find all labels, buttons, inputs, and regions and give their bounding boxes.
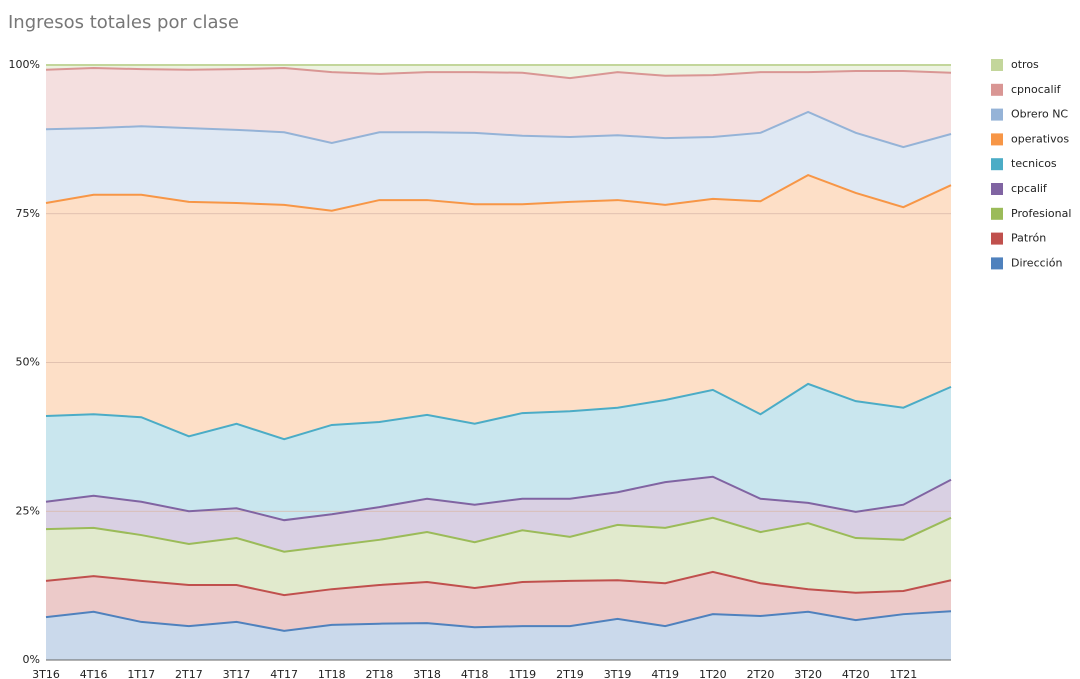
legend-swatch (991, 257, 1003, 270)
area-line (45, 173, 952, 212)
area-fill (46, 571, 951, 631)
area-fill (46, 67, 951, 148)
x-tick-label: 4T18 (461, 668, 489, 679)
x-tick-label: 2T17 (175, 668, 203, 679)
legend-swatch (991, 183, 1003, 195)
x-tick-label: 3T17 (223, 668, 251, 679)
area-line (45, 475, 952, 522)
x-tick-label: 3T16 (32, 668, 60, 679)
y-tick-label: 0% (23, 653, 40, 666)
y-tick-label: 25% (16, 504, 40, 517)
legend-label: otros (1011, 58, 1039, 71)
x-tick-label: 1T21 (890, 668, 918, 679)
legend-label: operativos (1011, 132, 1069, 145)
legend-swatch (991, 232, 1003, 245)
legend-label: cpnocalif (1011, 83, 1062, 96)
area-fill (46, 476, 951, 552)
x-tick-label: 3T19 (604, 668, 632, 679)
y-tick-label: 75% (16, 207, 40, 220)
area-fill (46, 611, 951, 660)
x-tick-label: 3T18 (413, 668, 441, 679)
legend-label: Dirección (1011, 256, 1062, 269)
chart-title: Ingresos totales por clase (8, 12, 239, 33)
x-tick-label: 1T19 (508, 668, 536, 679)
x-tick-label: 3T20 (794, 668, 822, 679)
legend-swatch (991, 133, 1003, 146)
area-line (45, 610, 952, 632)
area-line (45, 570, 952, 597)
y-tick-label: 100% (9, 58, 40, 71)
legend-swatch (991, 59, 1003, 71)
legend-swatch (991, 158, 1003, 171)
legend-label: Patrón (1011, 232, 1046, 245)
area-fill (46, 383, 951, 521)
x-tick-label: 4T16 (80, 668, 108, 679)
legend-label: Profesional (1011, 207, 1071, 220)
x-tick-label: 1T20 (699, 668, 727, 679)
y-tick-label: 50% (16, 356, 40, 369)
x-tick-label: 2T18 (366, 668, 394, 679)
legend-label: Obrero NC (1011, 108, 1068, 121)
legend-swatch (991, 207, 1003, 220)
area-line (45, 516, 952, 553)
area-fill (46, 517, 951, 596)
legend-label: tecnicos (1011, 157, 1057, 170)
x-tick-label: 1T17 (127, 668, 155, 679)
x-tick-label: 4T20 (842, 668, 870, 679)
area-line (45, 382, 952, 441)
x-tick-label: 2T19 (556, 668, 584, 679)
x-tick-label: 2T20 (747, 668, 775, 679)
area-fill (46, 175, 951, 440)
legend-swatch (991, 83, 1003, 96)
x-tick-label: 4T19 (651, 668, 679, 679)
area-line (45, 66, 952, 80)
legend-label: cpcalif (1011, 182, 1048, 195)
x-tick-label: 4T17 (270, 668, 298, 679)
legend-swatch (991, 108, 1003, 121)
x-tick-label: 1T18 (318, 668, 346, 679)
area-line (45, 110, 952, 149)
